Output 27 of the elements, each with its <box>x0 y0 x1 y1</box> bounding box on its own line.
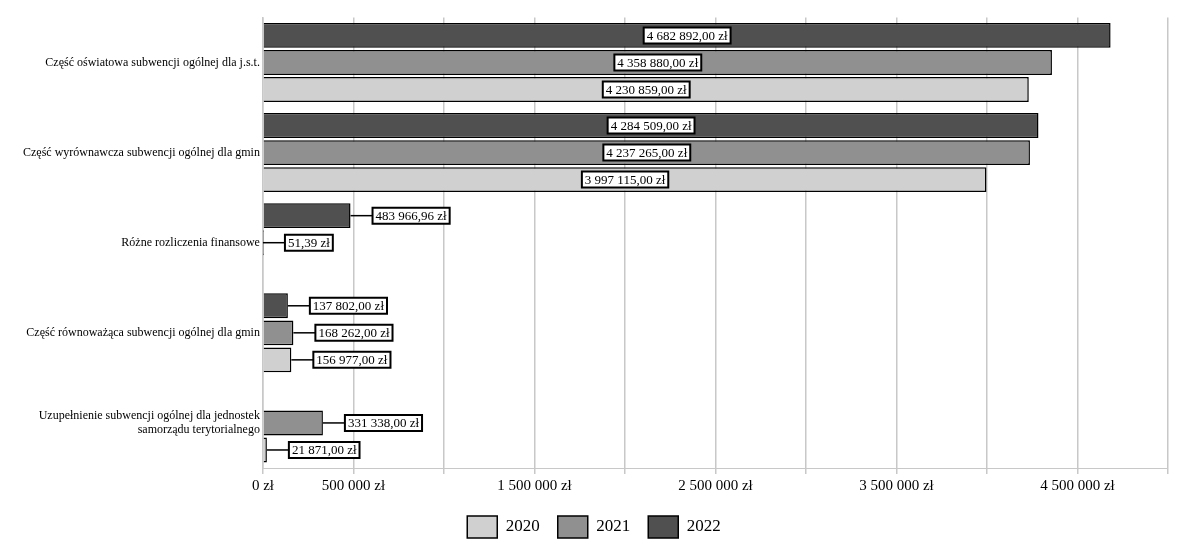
data-label: 4 237 265,00 zł <box>606 145 688 160</box>
data-label: 4 284 509,00 zł <box>610 117 692 133</box>
legend-label: 2022 <box>686 516 721 536</box>
x-tick-label: 500 000 zł <box>321 476 386 493</box>
data-label: 156 977,00 zł <box>316 352 388 368</box>
data-label: 483 966,96 zł <box>375 208 448 224</box>
data-label: 331 338,00 zł <box>347 415 420 431</box>
data-label: 4 230 859,00 zł <box>605 81 688 97</box>
data-label: 3 997 115,00 zł <box>584 172 666 188</box>
data-label: 168 262,00 zł <box>318 325 390 341</box>
x-tick-label: 4 500 000 zł <box>1040 476 1116 493</box>
data-label: 4 358 880,00 zł <box>617 54 699 70</box>
legend-label: 2020 <box>505 516 540 536</box>
data-label: 21 871,00 zł <box>291 442 357 458</box>
y-tick-label: Część równoważąca subwencji ogólnej dla gmin <box>26 324 260 339</box>
x-tick-label: 3 500 000 zł <box>859 476 935 493</box>
x-tick-label: 1 500 000 zł <box>497 476 573 493</box>
y-tick-label: Część oświatowa subwencji ogólnej dla j.s.t. <box>45 54 260 69</box>
y-tick-label: Część wyrównawcza subwencji ogólnej dla gmin <box>22 144 260 159</box>
data-label: 4 682 892,00 zł <box>646 27 728 43</box>
data-label: 51,39 zł <box>287 235 331 251</box>
y-tick-label: Uzupełnienie subwencji ogólnej dla jednostek samorządu terytorialnego <box>38 407 260 437</box>
x-tick-label: 0 zł <box>251 476 275 493</box>
y-tick-label: Różne rozliczenia finansowe <box>121 234 260 249</box>
data-label: 137 802,00 zł <box>312 298 385 314</box>
x-tick-label: 2 500 000 zł <box>678 476 754 493</box>
legend-label: 2021 <box>596 516 631 536</box>
